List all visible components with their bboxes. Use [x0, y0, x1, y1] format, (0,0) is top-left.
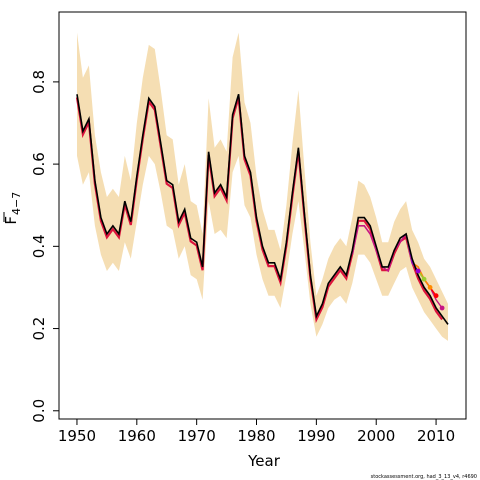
x-tick-label: 1960 — [118, 427, 156, 445]
retro-endpoint-2011 — [439, 305, 445, 311]
x-tick-label: 1950 — [58, 427, 96, 445]
confidence-band-layer — [77, 32, 448, 341]
y-tick-label: 0.0 — [30, 399, 48, 423]
footnote: stockassessment.org, had_3_13_v4, r4690 — [371, 474, 477, 480]
x-tick-label: 2000 — [357, 427, 395, 445]
x-axis-title: Year — [247, 452, 281, 470]
retro-endpoint-2008 — [421, 276, 427, 282]
x-axis: 1950 1960 1970 1980 1990 2000 2010 — [58, 418, 455, 445]
x-tick-label: 1980 — [237, 427, 275, 445]
retro-endpoints-layer — [415, 268, 445, 311]
retro-endpoint-2007 — [415, 268, 421, 274]
x-tick-label: 1990 — [297, 427, 335, 445]
x-tick-label: 1970 — [178, 427, 216, 445]
y-axis-title: F — [2, 216, 20, 225]
retro-endpoint-2009 — [427, 285, 433, 290]
estimate-line — [76, 93, 449, 325]
estimate-line-layer — [76, 93, 449, 325]
retro-endpoint-2010 — [433, 293, 439, 299]
x-tick-label: 2010 — [417, 427, 455, 445]
y-tick-label: 0.6 — [30, 152, 48, 176]
confidence-band — [77, 32, 448, 341]
y-tick-label: 0.4 — [30, 234, 48, 258]
y-axis-title-subscript: 4−7 — [10, 192, 23, 215]
y-axis: 0.0 0.2 0.4 0.6 0.8 — [30, 70, 60, 423]
y-tick-label: 0.2 — [30, 317, 48, 341]
y-tick-label: 0.8 — [30, 70, 48, 94]
y-axis-title-group: F 4−7 — [2, 192, 23, 225]
